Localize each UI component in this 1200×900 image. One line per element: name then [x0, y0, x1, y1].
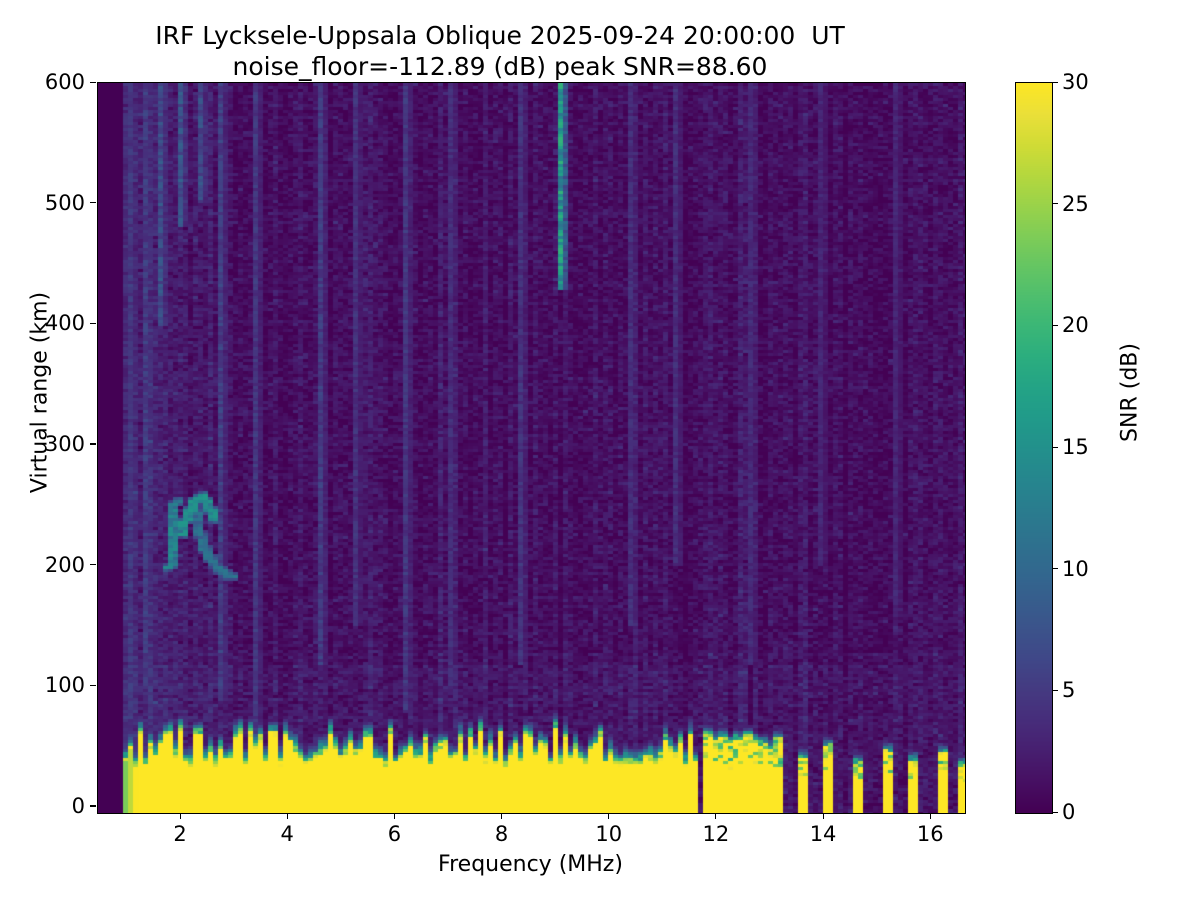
heatmap-plot-area	[97, 82, 966, 814]
x-axis-label: Frequency (MHz)	[438, 852, 623, 877]
x-tick-mark	[608, 813, 610, 819]
y-tick-label: 400	[44, 311, 85, 336]
colorbar-tick-label: 15	[1062, 435, 1089, 459]
colorbar-tick-label: 0	[1062, 800, 1076, 824]
colorbar-tick-mark	[1052, 324, 1058, 326]
x-tick-label: 2	[173, 822, 187, 846]
colorbar-tick-label: 20	[1062, 313, 1089, 338]
colorbar-tick-mark	[1052, 568, 1058, 570]
x-tick-label: 8	[494, 822, 509, 846]
ionogram-heatmap	[98, 83, 965, 813]
x-tick-mark	[822, 813, 824, 819]
x-tick-mark	[393, 813, 395, 819]
colorbar-tick-label: 5	[1062, 678, 1076, 703]
chart-title-line1: IRF Lycksele-Uppsala Oblique 2025-09-24 …	[155, 21, 845, 50]
x-tick-label: 12	[702, 822, 730, 846]
y-tick-mark	[90, 684, 96, 686]
y-tick-mark	[90, 443, 96, 445]
colorbar	[1015, 82, 1053, 814]
x-tick-label: 16	[916, 822, 944, 846]
colorbar-tick-label: 25	[1062, 191, 1089, 216]
colorbar-tick-label: 30	[1062, 70, 1089, 94]
colorbar-label: SNR (dB)	[1117, 343, 1143, 442]
y-tick-label: 100	[44, 673, 85, 698]
x-tick-mark	[715, 813, 717, 819]
colorbar-tick-label: 10	[1062, 556, 1089, 581]
y-tick-label: 600	[44, 70, 85, 94]
x-tick-mark	[179, 813, 181, 819]
y-tick-mark	[90, 202, 96, 204]
chart-title: IRF Lycksele-Uppsala Oblique 2025-09-24 …	[0, 20, 1000, 83]
x-tick-label: 4	[280, 822, 294, 846]
x-tick-mark	[286, 813, 288, 819]
x-tick-label: 6	[387, 822, 402, 846]
colorbar-tick-mark	[1052, 446, 1058, 448]
colorbar-gradient	[1016, 83, 1052, 813]
colorbar-tick-mark	[1052, 81, 1058, 83]
x-tick-label: 10	[595, 822, 623, 846]
y-tick-label: 500	[44, 190, 85, 215]
y-axis-label: Virtual range (km)	[27, 291, 53, 494]
y-tick-mark	[90, 322, 96, 324]
colorbar-tick-mark	[1052, 203, 1058, 205]
x-tick-mark	[929, 813, 931, 819]
y-tick-mark	[90, 805, 96, 807]
y-tick-label: 300	[44, 431, 85, 456]
colorbar-tick-mark	[1052, 689, 1058, 691]
y-tick-label: 200	[44, 552, 85, 577]
x-tick-mark	[501, 813, 503, 819]
y-tick-mark	[90, 564, 96, 566]
colorbar-tick-mark	[1052, 811, 1058, 813]
y-tick-label: 0	[71, 793, 85, 818]
y-tick-mark	[90, 81, 96, 83]
chart-title-line2: noise_floor=-112.89 (dB) peak SNR=88.60	[232, 52, 768, 82]
x-tick-label: 14	[809, 822, 837, 846]
